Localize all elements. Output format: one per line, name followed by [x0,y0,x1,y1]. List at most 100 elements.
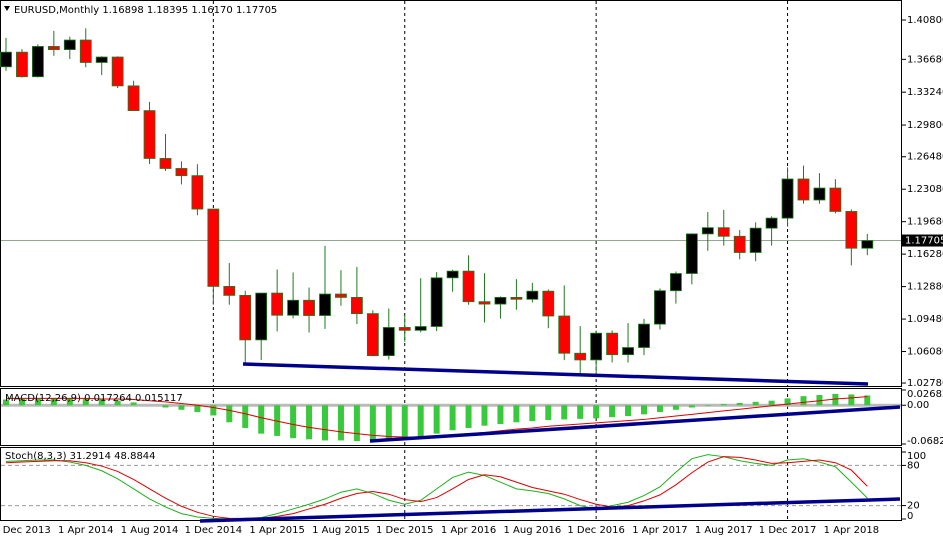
macd-bar [800,396,807,406]
y-tick-label: 1.19680 [907,217,943,228]
macd-bar [768,400,775,406]
y-tick-label: 1.12880 [907,282,943,293]
macd-bar [130,402,137,406]
candle-body [366,313,379,357]
candle-body [685,233,698,274]
macd-bar [194,405,201,413]
macd-bar [593,405,600,419]
x-tick-label: 1 Dec 2015 [376,525,434,536]
candle-body [829,187,842,212]
candle-body [207,208,220,287]
macd-bar [465,405,472,428]
macd-bar [641,405,647,415]
macd-bar [162,405,169,408]
y-tick-label: 0.026829 [907,389,943,400]
macd-bar [401,405,408,439]
candle-body [350,296,363,315]
candle-body [654,290,666,325]
x-tick-label: 1 Aug 2016 [503,525,561,536]
candle-body [733,235,746,253]
candle-body [606,332,618,356]
macd-bar [353,405,360,442]
y-tick-label: 0 [907,511,913,522]
x-tick-label: 1 Dec 2017 [759,525,817,536]
macd-bar [577,405,584,419]
x-tick-label: 1 Aug 2015 [312,525,370,536]
x-tick-label: 1 Aug 2014 [121,525,179,536]
candle-body [127,85,140,112]
macd-bar [433,405,440,434]
candle-body [255,292,268,341]
macd-bar [609,405,616,418]
macd-bar [178,405,185,410]
macd-bar [290,405,297,439]
candle-body [159,158,172,169]
candle-body [558,315,571,354]
macd-bar [704,405,711,406]
candle-body [638,323,650,348]
x-tick-label: 1 Apr 2014 [58,525,113,536]
macd-title: MACD(12,26,9) 0.017264 0.015117 [5,393,183,404]
stoch-line [5,456,868,519]
macd-bar [561,405,568,420]
macd-bar [832,393,839,406]
y-tick-label: 20 [907,501,920,512]
trend-line [242,362,869,386]
candle-body [239,294,252,341]
y-tick-label: 0.00 [907,400,929,411]
candle-body [701,227,714,235]
candle-body [462,270,475,303]
x-tick-label: 1 Apr 2015 [249,525,304,536]
candle-body [494,296,507,305]
candle-body [287,299,300,316]
y-tick-label: 1.06080 [907,347,943,358]
candle-body [223,286,236,296]
price-tag [902,234,943,247]
y-tick-label: 1.23080 [907,184,943,195]
macd-bar [274,405,281,436]
macd-bar [449,405,456,431]
macd-bar [736,402,743,406]
y-tick-label: 1.36680 [907,54,943,65]
main-panel [0,0,902,387]
candle-body [670,273,682,292]
macd-bar [66,398,73,406]
candle-body [542,290,555,317]
candle-body [622,347,634,356]
x-tick-label: 1 Dec 2016 [567,525,625,536]
macd-bar [497,405,504,424]
candle-body [526,290,539,300]
candle-body [111,56,124,87]
candle-body [32,46,44,78]
candle-body [590,332,603,361]
macd-bar [50,398,57,406]
macd-bar [481,405,488,426]
candle-body [765,217,778,229]
y-tick-label: 1.29800 [907,120,943,131]
macd-bar [369,405,376,442]
macd-bar [322,405,328,441]
macd-bar [656,405,663,413]
macd-bar [3,399,9,406]
candle-body [414,326,427,331]
y-tick-label: -0.068253 [907,436,943,447]
plot-layer [0,1,906,520]
macd-bar [242,405,249,428]
candle-body [478,301,491,305]
macd-bar [114,400,121,406]
candle-body [430,277,443,327]
candle-body [319,293,331,316]
macd-bar [784,398,791,406]
y-tick-label: 80 [907,460,920,471]
candle-body [143,110,156,159]
macd-bar [98,399,105,406]
macd-bar [210,405,217,416]
candle-body [79,39,92,63]
candle-body [0,51,12,68]
candle-body [510,296,523,300]
candle-body [16,51,28,78]
collapse-icon [4,6,10,11]
macd-bar [545,405,552,421]
